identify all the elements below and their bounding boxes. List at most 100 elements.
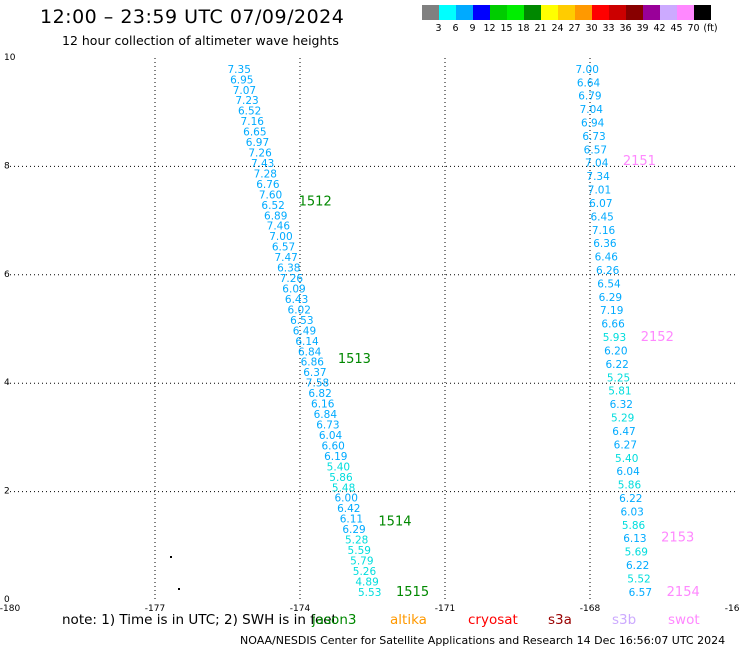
wave-height-value: 7.60 (259, 189, 282, 201)
y-tick-label: 2 (4, 487, 10, 497)
wave-height-value: 6.95 (230, 74, 253, 86)
wave-height-value: 5.26 (353, 566, 377, 578)
wave-height-value: 6.53 (290, 315, 313, 327)
wave-height-value: 6.29 (342, 524, 365, 536)
wave-height-value: 6.94 (581, 117, 605, 129)
y-tick-label: 8 (4, 161, 10, 171)
x-tick-label: -171 (435, 604, 455, 614)
wave-height-value: 6.76 (256, 179, 280, 191)
wave-height-value: 7.19 (600, 305, 623, 317)
wave-height-value: 5.86 (618, 480, 642, 492)
wave-height-value: 6.43 (285, 294, 308, 306)
scale-swatch (575, 5, 592, 20)
wave-height-value: 5.79 (350, 555, 373, 567)
wave-height-value: 6.22 (626, 560, 649, 572)
scale-swatch (592, 5, 609, 20)
wave-height-value: 7.04 (585, 158, 609, 170)
wave-height-value: 6.46 (595, 252, 619, 264)
satellite-legend-item: s3a (548, 612, 572, 628)
scale-swatch (439, 5, 456, 20)
scale-swatch (643, 5, 660, 20)
page-title: 12:00 – 23:59 UTC 07/09/2024 (40, 6, 345, 28)
data-dot (170, 556, 172, 558)
wave-height-value: 6.57 (629, 587, 652, 599)
satellite-legend-item: swot (668, 612, 700, 628)
scale-label: 42 (653, 23, 666, 34)
x-tick-label: -168 (580, 604, 601, 614)
data-dot (178, 588, 180, 590)
wave-height-value: 7.04 (580, 104, 604, 116)
scale-swatch (694, 5, 711, 20)
scale-label: 18 (517, 23, 530, 34)
wave-height-value: 6.45 (590, 211, 613, 223)
credit-line: NOAA/NESDIS Center for Satellite Applica… (240, 634, 726, 647)
wave-height-value: 5.86 (622, 520, 646, 532)
scale-label: 6 (452, 23, 459, 34)
x-tick-label: -177 (145, 604, 165, 614)
pass-time-label: 1512 (299, 195, 332, 210)
scale-label: 70 (687, 23, 700, 34)
wave-height-value: 6.52 (238, 106, 261, 118)
wave-height-value: 7.28 (254, 168, 277, 180)
wave-height-value: 6.04 (616, 466, 640, 478)
wave-height-value: 6.11 (340, 514, 363, 526)
scale-swatch (507, 5, 524, 20)
wave-height-value: 6.47 (612, 426, 635, 438)
wave-height-value: 6.32 (610, 399, 633, 411)
x-tick-label: -174 (290, 604, 311, 614)
wave-height-value: 6.22 (605, 359, 628, 371)
scale-swatch (541, 5, 558, 20)
x-tick-label: -165 (725, 604, 740, 614)
wave-height-value: 7.07 (233, 85, 256, 97)
scale-swatch (490, 5, 507, 20)
wave-height-value: 6.22 (619, 493, 642, 505)
wave-height-value: 5.29 (611, 413, 634, 425)
scale-swatch (558, 5, 575, 20)
wave-height-value: 6.66 (601, 319, 625, 331)
wave-height-value: 7.58 (306, 378, 329, 390)
wave-height-value: 6.07 (589, 198, 612, 210)
wave-height-value: 5.52 (627, 573, 650, 585)
wave-height-value: 5.59 (348, 545, 371, 557)
wave-height-value: 7.26 (280, 273, 304, 285)
wave-height-value: 6.04 (319, 430, 343, 442)
y-tick-label: 10 (4, 53, 16, 63)
wave-height-value: 6.89 (264, 210, 287, 222)
scale-label: 15 (500, 23, 513, 34)
wave-height-value: 6.49 (293, 325, 316, 337)
y-tick-label: 0 (4, 595, 10, 605)
pass-time-label: 2151 (623, 154, 656, 169)
pass-time-label: 2153 (661, 531, 694, 546)
satellite-legend-item: cryosat (468, 612, 518, 628)
wave-height-value: 6.60 (321, 440, 344, 452)
wave-height-value: 6.09 (282, 284, 305, 296)
wave-height-value: 6.36 (593, 238, 617, 250)
wave-height-value: 7.01 (588, 185, 611, 197)
wave-height-value: 5.40 (615, 453, 638, 465)
scale-label: 30 (585, 23, 598, 34)
wave-height-value: 6.52 (261, 200, 284, 212)
scale-label: 3 (435, 23, 442, 34)
pass-time-label: 2152 (641, 330, 674, 345)
wave-height-value: 6.29 (599, 292, 622, 304)
wave-height-value: 7.47 (274, 252, 297, 264)
wave-height-value: 7.23 (235, 95, 258, 107)
scale-label: 33 (602, 23, 615, 34)
scale-label: 27 (568, 23, 581, 34)
scale-swatch (660, 5, 677, 20)
footer-note: note: 1) Time is in UTC; 2) SWH is in fe… (62, 612, 337, 628)
wave-height-value: 6.16 (311, 399, 335, 411)
wave-height-value: 5.25 (607, 372, 630, 384)
satellite-legend-item: altika (390, 612, 427, 628)
wave-height-value: 6.97 (246, 137, 269, 149)
wave-height-value: 6.03 (620, 506, 643, 518)
wave-height-value: 6.42 (337, 503, 360, 515)
wave-height-value: 5.93 (603, 332, 626, 344)
wave-height-value: 6.73 (582, 131, 605, 143)
scale-label: 24 (551, 23, 564, 34)
wave-height-value: 6.14 (295, 336, 319, 348)
wave-height-value: 6.37 (303, 367, 326, 379)
wave-height-value: 6.00 (335, 493, 358, 505)
wave-height-value: 7.43 (251, 158, 274, 170)
satellite-legend-item: s3b (612, 612, 637, 628)
